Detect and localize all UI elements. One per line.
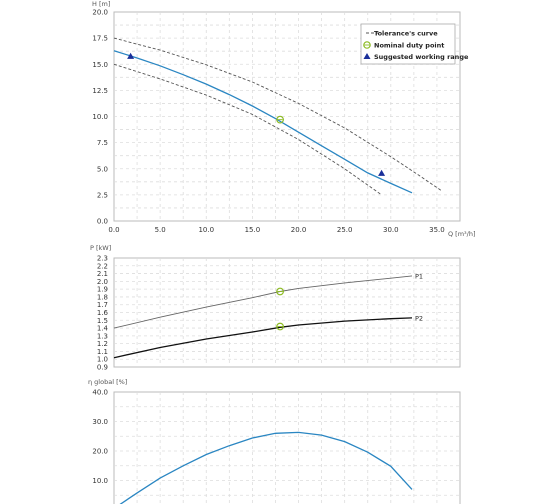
y-tick-label: 2.5 — [97, 191, 108, 199]
legend-box — [360, 23, 456, 65]
y-tick-label: 20.0 — [92, 448, 108, 456]
y-tick-label: 20.0 — [92, 9, 108, 17]
efficiency-chart: 0.010.020.030.040.0 η global [%] — [88, 378, 461, 504]
y-tick-label: 5.0 — [97, 165, 108, 173]
y-tick-label: 17.5 — [92, 35, 108, 43]
working-range-marker — [127, 52, 135, 59]
tolerance-lower-line — [113, 63, 382, 196]
nominal-duty-point — [276, 115, 284, 124]
y-tick-label: 2.1 — [97, 270, 108, 278]
x-tick-label: 5.0 — [155, 226, 166, 234]
y-tick-label: 2.3 — [97, 255, 108, 263]
head-markers — [127, 52, 386, 176]
efficiency-series — [119, 431, 413, 504]
head-chart: 0.0 2.5 5.0 7.5 10.0 12.5 15.0 17.5 20.0 0.0 5.0 10… — [92, 0, 476, 238]
legend-working-range-icon — [363, 53, 371, 59]
y-tick-label: 1.5 — [97, 317, 108, 325]
y-tick-label: 1.9 — [97, 286, 108, 294]
legend-tolerance-label: Tolerance's curve — [374, 30, 438, 38]
x-tick-label: 15.0 — [245, 226, 261, 234]
power-gridlines — [114, 258, 460, 367]
y-tick-label: 40.0 — [92, 389, 108, 397]
y-tick-label: 1.7 — [97, 301, 108, 309]
series-p2-label: P2 — [415, 314, 423, 322]
efficiency-gridlines — [114, 392, 460, 504]
x-tick-label: 0.0 — [108, 226, 119, 234]
head-tick-labels: 0.0 2.5 5.0 7.5 10.0 12.5 15.0 17.5 20.0 0.0 5.0 10… — [92, 9, 444, 235]
y-tick-label: 0.0 — [97, 218, 108, 226]
curve-line — [113, 50, 413, 194]
x-tick-label: 35.0 — [429, 226, 445, 234]
y-tick-label: 1.4 — [97, 325, 109, 333]
series-line — [119, 431, 413, 504]
legend-duty-point-icon — [363, 41, 371, 49]
y-tick-label: 1.1 — [97, 348, 108, 356]
power-chart: 0.91.01.11.21.31.41.51.61.71.81.92.02.12… — [90, 244, 461, 372]
series-p1-label: P1 — [415, 272, 423, 280]
efficiency-y-axis-label: η global [%] — [88, 378, 127, 386]
tolerance-upper-line — [113, 37, 442, 192]
y-tick-label: 0.9 — [97, 364, 108, 372]
y-tick-label: 1.2 — [97, 340, 108, 348]
efficiency-plot-area — [113, 391, 461, 504]
working-range-marker — [378, 169, 386, 176]
power-tick-labels: 0.91.01.11.21.31.41.51.61.71.81.92.02.12… — [97, 255, 109, 372]
y-tick-label: 1.0 — [97, 356, 108, 364]
power-duty-point — [276, 287, 284, 296]
y-tick-label: 10.0 — [92, 113, 108, 121]
efficiency-tick-labels: 0.010.020.030.040.0 — [92, 389, 108, 486]
y-tick-label: 7.5 — [97, 139, 108, 147]
legend-working-range-label: Suggested working range — [374, 53, 469, 61]
power-markers — [276, 287, 284, 331]
y-tick-label: 30.0 — [92, 418, 108, 426]
x-tick-label: 10.0 — [198, 226, 214, 234]
y-tick-label: 1.6 — [97, 309, 109, 317]
x-tick-label: 25.0 — [337, 226, 353, 234]
head-series — [113, 37, 442, 196]
y-tick-label: 2.2 — [97, 262, 108, 270]
y-tick-label: 15.0 — [92, 61, 108, 69]
legend-duty-point-label: Nominal duty point — [374, 42, 444, 50]
head-y-axis-label: H [m] — [92, 0, 110, 8]
y-tick-label: 1.3 — [97, 332, 108, 340]
head-x-axis-label: Q [m³/h] — [448, 230, 476, 238]
power-y-axis-label: P [kW] — [90, 244, 111, 252]
x-tick-label: 20.0 — [291, 226, 307, 234]
series-p2-line — [113, 317, 413, 359]
y-tick-label: 1.8 — [97, 293, 108, 301]
head-legend: Tolerance's curve Nominal duty point Sug… — [360, 23, 469, 65]
power-duty-point — [276, 322, 284, 331]
y-tick-label: 10.0 — [92, 477, 108, 485]
y-tick-label: 2.0 — [97, 278, 108, 286]
x-tick-label: 30.0 — [383, 226, 399, 234]
y-tick-label: 12.5 — [92, 87, 108, 95]
